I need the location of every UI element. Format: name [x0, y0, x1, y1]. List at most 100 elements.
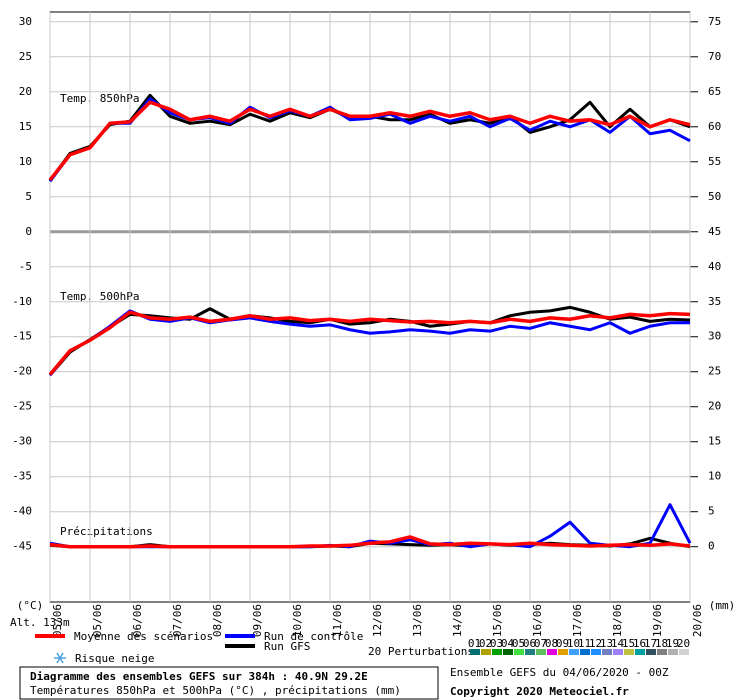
y2-tick-label: 55 — [708, 155, 721, 168]
y2-axis-label: (mm) — [709, 599, 736, 612]
y2-tick-label: 25 — [708, 365, 721, 378]
legend-swatch — [470, 649, 480, 655]
source: Ensemble GEFS du 04/06/2020 - 00Z — [450, 666, 669, 679]
legend-swatch — [503, 649, 513, 655]
x-tick-label: 10/06 — [291, 604, 304, 637]
y2-tick-label: 60 — [708, 120, 721, 133]
y-axis-label: (°C) — [17, 599, 44, 612]
legend-swatch — [591, 649, 601, 655]
legend-label: 09 — [556, 637, 569, 650]
legend-swatch — [536, 649, 546, 655]
y2-tick-label: 65 — [708, 85, 721, 98]
y-tick-label: -15 — [12, 330, 32, 343]
legend-swatch — [580, 649, 590, 655]
y2-tick-label: 20 — [708, 400, 721, 413]
legend-swatch — [558, 649, 568, 655]
x-tick-label: 19/06 — [651, 604, 664, 637]
y-tick-label: -10 — [12, 295, 32, 308]
chart-subtitle: Températures 850hPa et 500hPa (°C) , pré… — [30, 684, 401, 697]
legend-swatch — [668, 649, 678, 655]
legend-label: 20 Perturbations — [368, 645, 474, 658]
legend-swatch — [646, 649, 656, 655]
y-tick-label: -25 — [12, 400, 32, 413]
x-tick-label: 14/06 — [451, 604, 464, 637]
y-tick-label: -20 — [12, 365, 32, 378]
legend-swatch — [481, 649, 491, 655]
y-tick-label: 0 — [25, 225, 32, 238]
series-line — [48, 100, 691, 182]
legend-swatch — [514, 649, 524, 655]
annotation: Précipitations — [60, 525, 153, 538]
legend-swatch — [613, 649, 623, 655]
y-tick-label: -45 — [12, 540, 32, 553]
x-tick-label: 08/06 — [211, 604, 224, 637]
y2-tick-label: 45 — [708, 225, 721, 238]
legend-swatch — [569, 649, 579, 655]
legend-label: 02 — [479, 637, 492, 650]
legend-label: 03 — [490, 637, 503, 650]
x-tick-label: 06/06 — [131, 604, 144, 637]
x-tick-label: 20/06 — [691, 604, 704, 637]
legend-label: 18 — [655, 637, 668, 650]
x-tick-label: 12/06 — [371, 604, 384, 637]
legend-label: 06 — [523, 637, 536, 650]
y-tick-label: -40 — [12, 505, 32, 518]
y-tick-label: -30 — [12, 435, 32, 448]
x-tick-label: 18/06 — [611, 604, 624, 637]
annotation: Temp. 500hPa — [60, 290, 139, 303]
x-tick-label: 16/06 — [531, 604, 544, 637]
legend-label: 13 — [600, 637, 613, 650]
legend-label: 12 — [589, 637, 602, 650]
legend-swatch — [679, 649, 689, 655]
legend-label: Run GFS — [264, 640, 310, 653]
series-line — [48, 305, 691, 377]
legend-swatch — [492, 649, 502, 655]
snow-icon — [54, 652, 66, 664]
y2-tick-label: 75 — [708, 15, 721, 28]
x-tick-label: 07/06 — [171, 604, 184, 637]
legend-label: 10 — [567, 637, 580, 650]
legend-label: 20 — [677, 637, 690, 650]
y-tick-label: 20 — [19, 85, 32, 98]
legend-label: 16 — [633, 637, 646, 650]
legend-swatch — [547, 649, 557, 655]
y-tick-label: 15 — [19, 120, 32, 133]
y-tick-label: -35 — [12, 470, 32, 483]
y2-tick-label: 40 — [708, 260, 721, 273]
y-tick-label: -5 — [19, 260, 32, 273]
x-tick-label: 17/06 — [571, 604, 584, 637]
y2-tick-label: 50 — [708, 190, 721, 203]
legend-label: Moyenne des scénarios — [74, 630, 213, 643]
series-line — [48, 310, 691, 376]
legend-swatch — [657, 649, 667, 655]
legend-label: 14 — [611, 637, 625, 650]
y2-tick-label: 35 — [708, 295, 721, 308]
legend-label: 04 — [501, 637, 515, 650]
annotation: Temp. 850hPa — [60, 92, 139, 105]
legend-label: 19 — [666, 637, 679, 650]
legend-swatch — [602, 649, 612, 655]
chart-title: Diagramme des ensembles GEFS sur 384h : … — [30, 670, 368, 683]
x-tick-label: 13/06 — [411, 604, 424, 637]
y2-tick-label: 0 — [708, 540, 715, 553]
series-line — [49, 535, 691, 549]
legend-swatch — [525, 649, 535, 655]
y-tick-label: 5 — [25, 190, 32, 203]
legend-label: 01 — [468, 637, 481, 650]
y2-tick-label: 30 — [708, 330, 721, 343]
y2-tick-label: 5 — [708, 505, 715, 518]
legend-label: 11 — [578, 637, 591, 650]
legend-label: Risque neige — [75, 652, 154, 665]
legend-label: 17 — [644, 637, 657, 650]
x-tick-label: 09/06 — [251, 604, 264, 637]
legend-label: 05 — [512, 637, 525, 650]
y-tick-label: 25 — [19, 50, 32, 63]
y2-tick-label: 70 — [708, 50, 721, 63]
plot: 302520151050-5-10-15-20-25-30-35-40-4575… — [12, 12, 721, 655]
legend-label: 15 — [622, 637, 635, 650]
legend-swatch — [624, 649, 634, 655]
legend-label: 08 — [545, 637, 558, 650]
copyright: Copyright 2020 Meteociel.fr — [450, 685, 629, 698]
y2-tick-label: 15 — [708, 435, 721, 448]
